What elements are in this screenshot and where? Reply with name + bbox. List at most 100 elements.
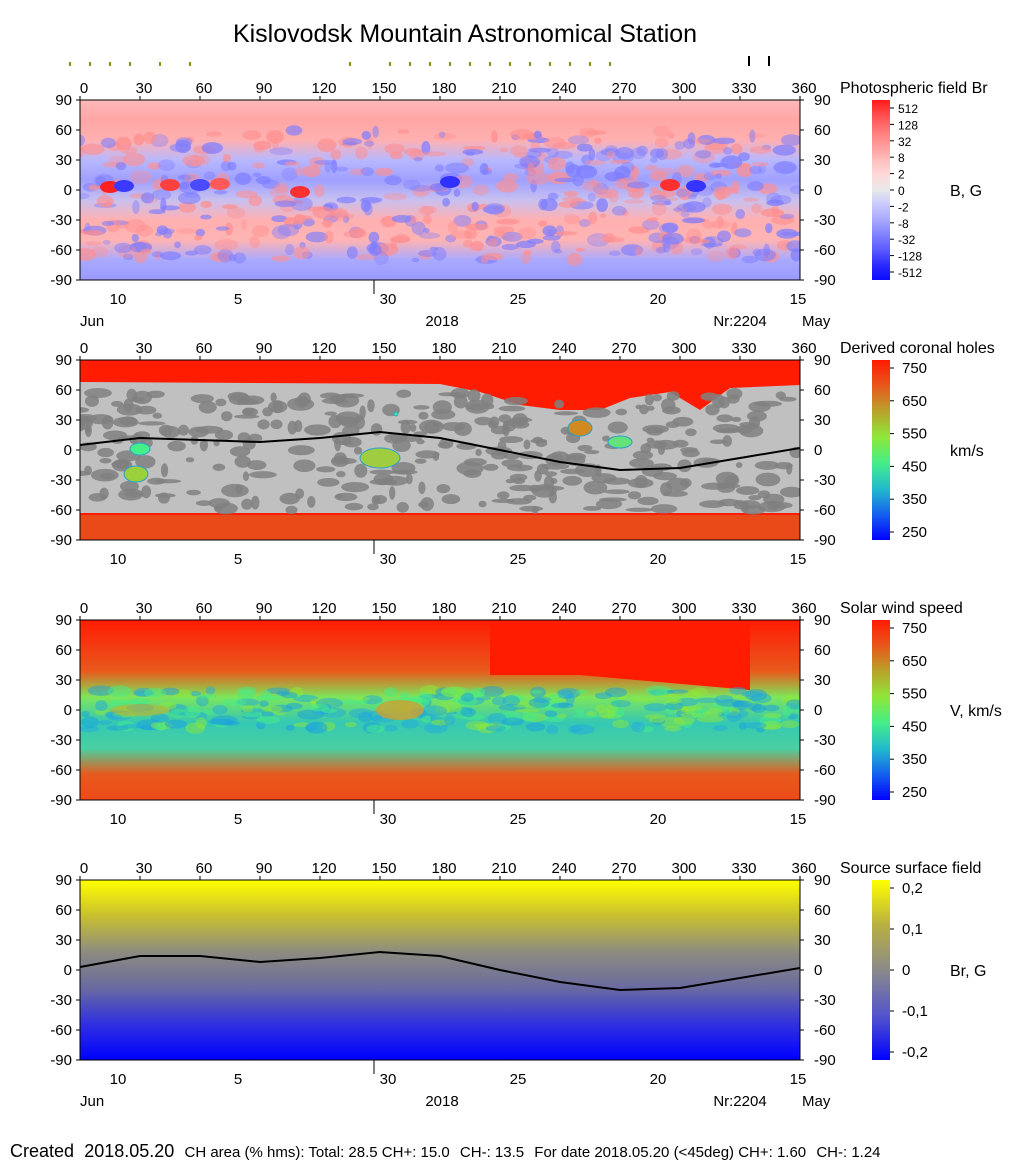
active-region: [660, 179, 680, 191]
field-patch: [662, 232, 684, 245]
field-patch: [653, 125, 671, 138]
date-tick-label: 5: [234, 551, 242, 568]
field-texture: [396, 502, 409, 513]
field-patch: [734, 228, 752, 238]
x-tick-label: 30: [136, 340, 153, 357]
wind-texture: [185, 722, 206, 734]
field-texture: [198, 400, 217, 414]
date-tick-label: 25: [510, 551, 527, 568]
field-texture: [287, 397, 315, 411]
wind-texture: [384, 687, 398, 697]
field-texture: [629, 458, 654, 469]
field-patch: [372, 125, 379, 139]
x-tick-label: 30: [136, 860, 153, 877]
field-patch: [284, 161, 301, 166]
field-patch: [698, 239, 710, 244]
field-patch: [542, 235, 561, 241]
colorbar-tick-label: 0,1: [902, 921, 923, 938]
field-patch: [240, 219, 247, 230]
field-patch: [751, 161, 769, 167]
field-texture: [160, 425, 181, 439]
field-patch: [389, 151, 403, 160]
field-texture: [662, 406, 681, 415]
field-patch: [663, 242, 671, 253]
field-texture: [560, 468, 586, 475]
date-tick-label: 30: [380, 811, 397, 828]
month-label-may: May: [802, 313, 831, 330]
field-patch: [649, 157, 658, 163]
field-texture: [646, 437, 655, 443]
coronal-hole: [123, 465, 149, 483]
colorbar-tick-label: 350: [902, 491, 927, 508]
field-patch: [100, 137, 117, 149]
field-texture: [341, 481, 370, 493]
active-region: [190, 179, 210, 191]
field-patch: [487, 237, 498, 247]
field-patch: [235, 190, 258, 199]
field-texture: [97, 447, 114, 458]
x-tick-label: 180: [431, 860, 456, 877]
active-region: [160, 179, 180, 191]
field-patch: [593, 183, 609, 195]
wind-texture: [307, 703, 329, 712]
field-texture: [512, 413, 528, 427]
top-longitude-marks: [69, 56, 770, 66]
wind-feature: [376, 700, 424, 720]
field-texture: [716, 414, 734, 423]
field-texture: [369, 469, 396, 475]
field-patch: [88, 184, 100, 191]
field-patch: [129, 170, 153, 184]
field-patch: [547, 192, 559, 201]
colorbar-tick-label: -0,2: [902, 1044, 928, 1061]
field-texture: [141, 485, 152, 499]
x-tick-label: 60: [196, 340, 213, 357]
y-tick-label: 0: [64, 702, 72, 719]
field-patch: [702, 197, 712, 208]
field-patch: [567, 135, 590, 145]
field-patch: [82, 230, 104, 236]
field-texture: [531, 506, 539, 514]
y-tick-label: 0: [64, 962, 72, 979]
field-patch: [513, 152, 529, 159]
field-texture: [657, 442, 666, 455]
field-patch: [266, 130, 284, 144]
field-patch: [707, 250, 726, 263]
x-tick-label: 30: [136, 600, 153, 617]
field-patch: [484, 252, 504, 261]
field-patch: [546, 147, 559, 158]
y-tick-label: 0: [64, 182, 72, 199]
field-patch: [214, 238, 239, 252]
field-texture: [80, 470, 91, 476]
wind-texture: [469, 687, 486, 697]
field-texture: [738, 424, 764, 438]
wind-texture: [348, 708, 374, 719]
field-texture: [779, 486, 800, 498]
field-texture: [136, 405, 157, 415]
field-patch: [575, 247, 585, 252]
field-patch: [482, 205, 504, 214]
wind-texture: [680, 707, 696, 713]
y-tick-label: 30: [55, 932, 72, 949]
field-texture: [637, 496, 659, 506]
field-texture: [186, 489, 201, 496]
olive-mark: [189, 62, 191, 66]
y-tick-label: 60: [814, 642, 831, 659]
for-date-text: For date 2018.05.20 (<45deg) CH+: 1.60: [534, 1144, 807, 1161]
field-patch: [384, 175, 402, 186]
field-patch: [683, 138, 696, 149]
field-patch: [716, 216, 724, 228]
field-patch: [96, 195, 114, 208]
y-tick-label: 90: [814, 872, 831, 889]
source-field-background: [80, 880, 800, 1060]
page-title: Kislovodsk Mountain Astronomical Station: [232, 20, 698, 48]
field-patch: [305, 231, 328, 243]
field-patch: [628, 187, 644, 199]
black-mark: [768, 56, 770, 66]
field-patch: [281, 167, 298, 181]
x-tick-label: 360: [791, 600, 816, 617]
field-texture: [212, 463, 226, 471]
field-patch: [397, 129, 410, 134]
field-patch: [213, 190, 228, 195]
colorbar-tick-label: 750: [902, 620, 927, 637]
